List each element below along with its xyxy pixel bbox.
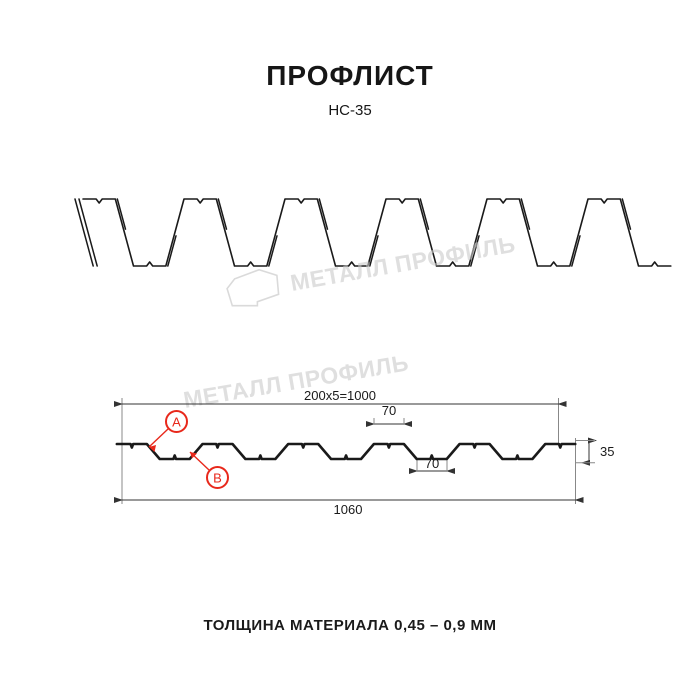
svg-text:1060: 1060	[334, 502, 363, 517]
svg-text:35: 35	[600, 444, 614, 459]
svg-text:МЕТАЛЛ ПРОФИЛЬ: МЕТАЛЛ ПРОФИЛЬ	[181, 349, 410, 413]
svg-text:МЕТАЛЛ ПРОФИЛЬ: МЕТАЛЛ ПРОФИЛЬ	[288, 231, 517, 296]
svg-text:200x5=1000: 200x5=1000	[304, 388, 376, 403]
svg-text:70: 70	[382, 403, 396, 418]
svg-text:B: B	[213, 471, 222, 486]
svg-text:A: A	[172, 415, 181, 430]
